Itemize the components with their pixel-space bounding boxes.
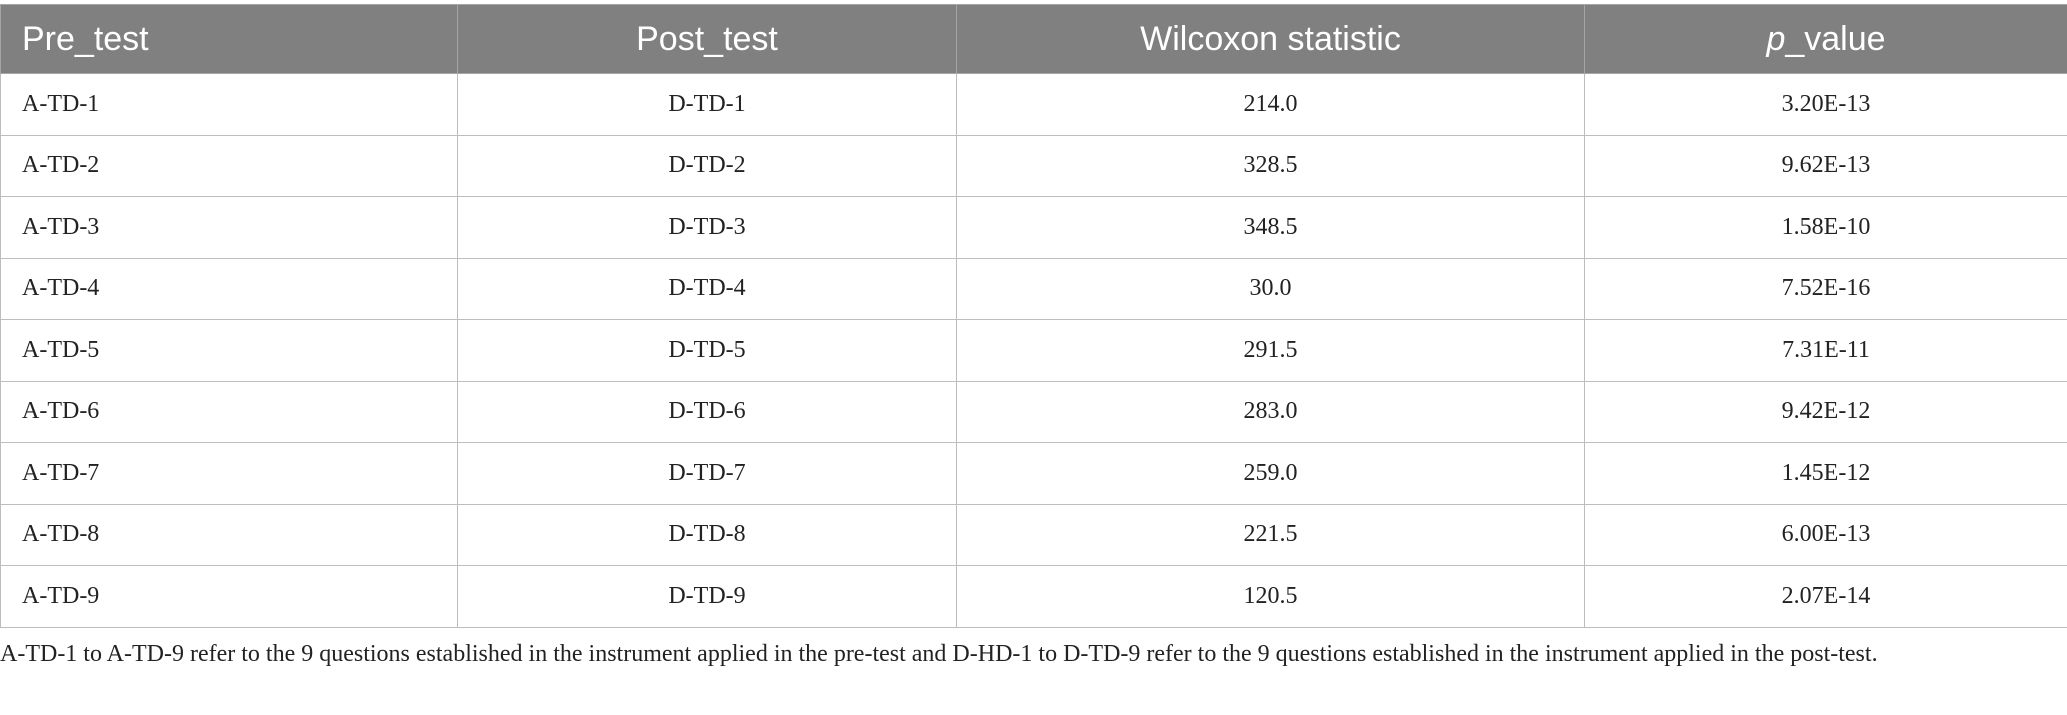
- table-cell: A-TD-2: [0, 134, 458, 197]
- table-cell: D-TD-2: [457, 134, 957, 197]
- header-text: _value: [1785, 19, 1886, 58]
- results-table: Pre_test Post_test Wilcoxon statistic p_val…: [0, 4, 2067, 628]
- table-cell: A-TD-4: [0, 257, 458, 320]
- table-row: A-TD-2 D-TD-2 328.5 9.62E-13: [0, 134, 2067, 197]
- table-cell: A-TD-8: [0, 503, 458, 566]
- table-cell: A-TD-9: [0, 565, 458, 628]
- table-cell: 30.0: [956, 257, 1585, 320]
- header-cell: Pre_test: [0, 4, 458, 74]
- table-cell: 7.52E-16: [1584, 257, 2067, 320]
- table-container: Pre_test Post_test Wilcoxon statistic p_val…: [0, 4, 2067, 628]
- table-cell: 3.20E-13: [1584, 73, 2067, 136]
- table-cell: D-TD-8: [457, 503, 957, 566]
- header-row: Pre_test Post_test Wilcoxon statistic p_val…: [0, 4, 2067, 74]
- header-text: Pre_test: [22, 19, 149, 58]
- table-cell: D-TD-4: [457, 257, 957, 320]
- header-cell: Wilcoxon statistic: [956, 4, 1585, 74]
- table-cell: A-TD-1: [0, 73, 458, 136]
- table-row: A-TD-8 D-TD-8 221.5 6.00E-13: [0, 503, 2067, 566]
- table-cell: 9.42E-12: [1584, 380, 2067, 443]
- table-row: A-TD-5 D-TD-5 291.5 7.31E-11: [0, 319, 2067, 382]
- header-cell: Post_test: [457, 4, 957, 74]
- table-cell: D-TD-1: [457, 73, 957, 136]
- table-cell: 328.5: [956, 134, 1585, 197]
- footnote: A-TD-1 to A-TD-9 refer to the 9 question…: [0, 641, 1878, 667]
- table-cell: A-TD-6: [0, 380, 458, 443]
- table-cell: D-TD-9: [457, 565, 957, 628]
- table-cell: 291.5: [956, 319, 1585, 382]
- table-cell: 9.62E-13: [1584, 134, 2067, 197]
- header-text: Post_test: [636, 19, 778, 58]
- table-cell: 214.0: [956, 73, 1585, 136]
- table-row: A-TD-7 D-TD-7 259.0 1.45E-12: [0, 442, 2067, 505]
- table-cell: 2.07E-14: [1584, 565, 2067, 628]
- table-cell: D-TD-3: [457, 196, 957, 259]
- table-cell: 259.0: [956, 442, 1585, 505]
- table-cell: A-TD-3: [0, 196, 458, 259]
- table-cell: 120.5: [956, 565, 1585, 628]
- table-row: A-TD-1 D-TD-1 214.0 3.20E-13: [0, 73, 2067, 136]
- table-cell: 7.31E-11: [1584, 319, 2067, 382]
- table-cell: 283.0: [956, 380, 1585, 443]
- table-cell: 221.5: [956, 503, 1585, 566]
- table-cell: A-TD-5: [0, 319, 458, 382]
- table-body: A-TD-1 D-TD-1 214.0 3.20E-13 A-TD-2 D-TD-2 328…: [0, 73, 2067, 628]
- table-cell: 1.58E-10: [1584, 196, 2067, 259]
- header-text: p: [1766, 19, 1786, 58]
- header-text: Wilcoxon statistic: [1140, 19, 1401, 58]
- table-cell: 6.00E-13: [1584, 503, 2067, 566]
- table-cell: D-TD-6: [457, 380, 957, 443]
- table-row: A-TD-6 D-TD-6 283.0 9.42E-12: [0, 380, 2067, 443]
- table-row: A-TD-3 D-TD-3 348.5 1.58E-10: [0, 196, 2067, 259]
- table-cell: D-TD-7: [457, 442, 957, 505]
- table-row: A-TD-4 D-TD-4 30.0 7.52E-16: [0, 257, 2067, 320]
- table-cell: 348.5: [956, 196, 1585, 259]
- table-cell: 1.45E-12: [1584, 442, 2067, 505]
- table-cell: D-TD-5: [457, 319, 957, 382]
- header-cell: p_value: [1584, 4, 2067, 74]
- table-row: A-TD-9 D-TD-9 120.5 2.07E-14: [0, 565, 2067, 628]
- table-cell: A-TD-7: [0, 442, 458, 505]
